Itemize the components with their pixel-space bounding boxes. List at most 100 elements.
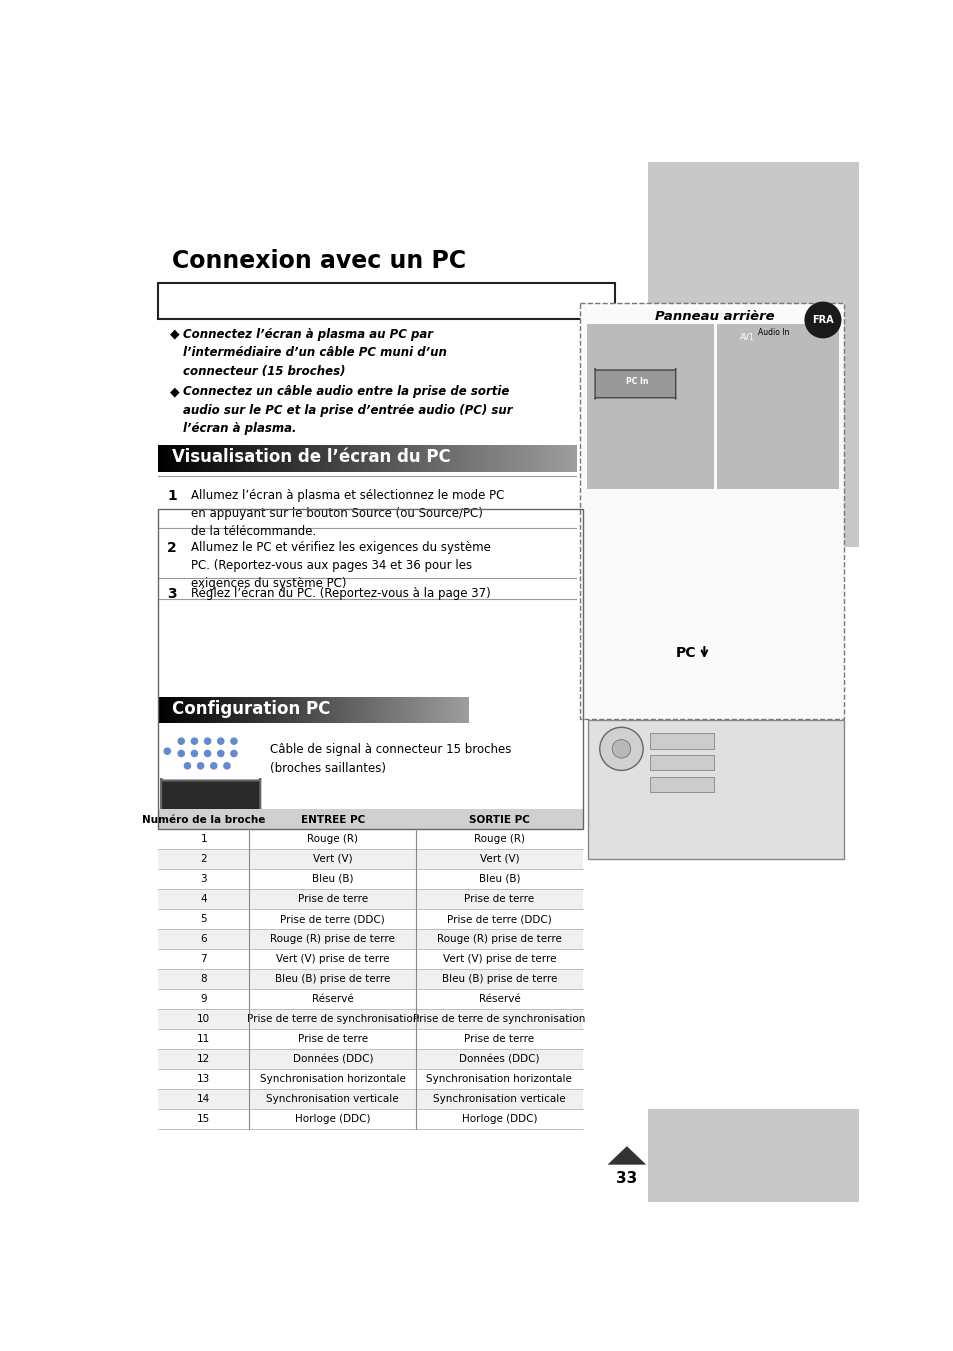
Text: Prise de terre: Prise de terre — [297, 894, 368, 904]
Text: PC In: PC In — [625, 377, 647, 386]
Bar — [328, 697, 333, 723]
Bar — [493, 446, 498, 471]
Text: Synchronisation verticale: Synchronisation verticale — [266, 1094, 398, 1104]
Bar — [518, 446, 524, 471]
Bar — [320, 446, 326, 471]
Bar — [523, 446, 530, 471]
Bar — [241, 446, 248, 471]
Text: Vert (V) prise de terre: Vert (V) prise de terre — [442, 954, 556, 965]
Bar — [348, 697, 353, 723]
Bar — [289, 446, 294, 471]
Text: Connexion avec un PC: Connexion avec un PC — [172, 249, 466, 273]
Bar — [199, 446, 206, 471]
Text: SORTIE PC: SORTIE PC — [469, 815, 529, 824]
Bar — [377, 446, 383, 471]
Bar — [158, 889, 582, 909]
Bar — [169, 446, 174, 471]
Bar — [158, 969, 582, 989]
Bar — [283, 446, 290, 471]
Bar — [341, 446, 347, 471]
Bar — [297, 697, 302, 723]
Text: Allumez l’écran à plasma et sélectionnez le mode PC
en appuyant sur le bouton So: Allumez l’écran à plasma et sélectionnez… — [191, 489, 503, 538]
Bar — [513, 446, 519, 471]
Bar — [158, 1109, 582, 1129]
Bar — [461, 446, 467, 471]
Text: Allumez le PC et vérifiez les exigences du système
PC. (Reportez-vous aux pages : Allumez le PC et vérifiez les exigences … — [191, 540, 490, 590]
Bar — [403, 446, 410, 471]
Bar — [224, 697, 229, 723]
Circle shape — [217, 738, 224, 744]
Bar — [310, 446, 315, 471]
Bar — [273, 446, 279, 471]
Text: ENTREE PC: ENTREE PC — [300, 815, 364, 824]
Circle shape — [192, 738, 197, 744]
Bar — [294, 446, 299, 471]
Bar — [452, 697, 456, 723]
Bar — [205, 446, 211, 471]
Bar — [456, 697, 460, 723]
Bar — [451, 446, 456, 471]
Bar — [372, 446, 378, 471]
Bar — [436, 697, 441, 723]
Bar — [184, 446, 190, 471]
Text: Réservé: Réservé — [478, 994, 519, 1004]
Text: Rouge (R): Rouge (R) — [474, 834, 524, 844]
Bar — [189, 697, 193, 723]
Bar — [190, 446, 195, 471]
Text: 1: 1 — [200, 834, 207, 844]
Text: Numéro de la broche: Numéro de la broche — [142, 815, 265, 824]
Bar — [402, 697, 406, 723]
Text: Panneau arrière: Panneau arrière — [654, 309, 774, 323]
Bar — [158, 446, 164, 471]
Circle shape — [231, 738, 236, 744]
Bar — [235, 697, 240, 723]
Bar — [429, 697, 434, 723]
Bar — [508, 446, 514, 471]
Text: 2: 2 — [167, 540, 176, 555]
Bar — [448, 697, 453, 723]
Text: Connectez l’écran à plasma au PC par
l’intermédiaire d’un câble PC muni d’un
con: Connectez l’écran à plasma au PC par l’i… — [183, 328, 446, 378]
Text: 15: 15 — [197, 1115, 210, 1124]
Bar — [210, 446, 216, 471]
Text: Vert (V): Vert (V) — [313, 854, 353, 865]
Text: Vert (V): Vert (V) — [479, 854, 518, 865]
Bar — [313, 697, 317, 723]
Bar — [435, 446, 441, 471]
Bar — [231, 446, 237, 471]
Circle shape — [178, 750, 184, 757]
Bar — [158, 1029, 582, 1050]
Bar — [406, 697, 410, 723]
Bar — [266, 697, 271, 723]
Text: Bleu (B) prise de terre: Bleu (B) prise de terre — [441, 974, 557, 984]
Bar — [716, 324, 839, 489]
Bar — [466, 446, 472, 471]
Bar — [394, 697, 398, 723]
Bar — [158, 282, 615, 319]
Bar — [243, 697, 248, 723]
Circle shape — [211, 763, 216, 769]
Text: Prise de terre (DDC): Prise de terre (DDC) — [280, 915, 385, 924]
Bar — [278, 697, 282, 723]
Text: 33: 33 — [616, 1171, 637, 1186]
Bar — [534, 446, 540, 471]
Text: 13: 13 — [197, 1074, 210, 1085]
FancyBboxPatch shape — [161, 778, 260, 825]
Bar — [208, 697, 213, 723]
Circle shape — [217, 750, 224, 757]
Text: Synchronisation horizontale: Synchronisation horizontale — [259, 1074, 405, 1085]
Bar — [539, 446, 545, 471]
Text: Rouge (R): Rouge (R) — [307, 834, 358, 844]
Bar — [158, 909, 582, 929]
Bar — [257, 446, 263, 471]
Bar — [262, 446, 269, 471]
Bar — [212, 697, 216, 723]
Circle shape — [204, 750, 211, 757]
Bar — [649, 777, 713, 792]
Bar — [316, 697, 321, 723]
Bar — [299, 446, 305, 471]
Bar — [503, 446, 509, 471]
Bar — [158, 848, 582, 869]
Bar — [194, 446, 200, 471]
Bar — [239, 697, 244, 723]
Text: 9: 9 — [200, 994, 207, 1004]
